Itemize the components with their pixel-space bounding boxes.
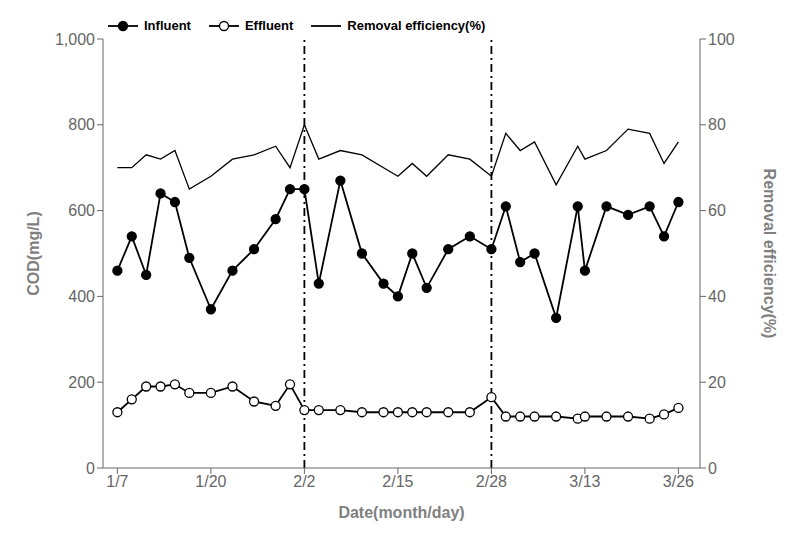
svg-text:20: 20 [708,374,726,391]
svg-text:100: 100 [708,31,735,48]
svg-text:800: 800 [68,116,95,133]
svg-text:Removal efficiency(%): Removal efficiency(%) [761,169,778,339]
svg-text:80: 80 [708,116,726,133]
svg-text:60: 60 [708,202,726,219]
svg-text:40: 40 [708,288,726,305]
svg-text:600: 600 [68,202,95,219]
svg-text:400: 400 [68,288,95,305]
svg-text:3/26: 3/26 [663,473,694,490]
svg-text:1/7: 1/7 [106,473,128,490]
svg-text:2/28: 2/28 [476,473,507,490]
svg-text:COD(mg/L): COD(mg/L) [25,211,42,295]
html-text:Influent: Influent [144,18,191,33]
svg-text:Date(month/day): Date(month/day) [338,504,464,521]
svg-text:200: 200 [68,374,95,391]
svg-text:2/15: 2/15 [382,473,413,490]
svg-text:1,000: 1,000 [55,31,95,48]
svg-text:2/2: 2/2 [293,473,315,490]
svg-text:3/13: 3/13 [569,473,600,490]
svg-text:0: 0 [708,460,717,477]
html-text:Removal efficiency(%): Removal efficiency(%) [347,18,486,33]
svg-text:0: 0 [86,460,95,477]
svg-text:1/20: 1/20 [195,473,226,490]
html-text:Effluent: Effluent [244,18,294,33]
